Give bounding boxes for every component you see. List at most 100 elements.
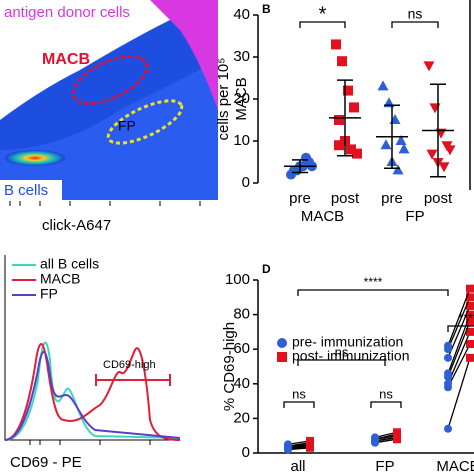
y-tick-label: 40 [233,6,250,23]
y-axis-label-line: MACB [233,77,250,120]
legend-label: pre- immunization [292,334,403,350]
sig-bracket [297,289,449,296]
point [352,148,362,159]
sd-whisker [292,159,308,174]
pair-line [447,343,471,388]
point [284,445,292,454]
sig-label: ns [292,386,306,401]
panel-label: B [262,2,271,16]
gate-bracket [95,374,171,386]
sig-label: **** [459,311,474,325]
sig-bracket [447,325,474,332]
pair-line [447,321,471,378]
point [334,115,344,125]
sig-bracket [299,21,346,28]
point [331,39,341,50]
point [343,85,353,96]
donor-cells [150,0,218,110]
scatter-label: B cells [4,182,48,199]
y-axis-label: % CD69-high [221,322,238,411]
point [466,353,474,362]
point [380,139,392,150]
sig-label: ns [379,386,393,401]
axis [4,255,180,441]
y-tick-label: 0 [242,174,250,191]
scatter-label: MACB [42,51,90,68]
point [392,164,404,175]
sd-whisker [430,83,446,178]
x-tick-label: pre [381,190,403,207]
point [426,149,438,160]
y-tick-label: 30 [233,48,250,65]
scatter-cloud-dense [0,60,218,200]
x-axis-label: click-A647 [42,217,111,234]
sd-whisker [384,104,400,170]
group-label: FP [405,208,424,225]
sig-bracket [391,21,439,28]
b-cell-core [5,150,65,166]
point [429,103,441,114]
sig-label: ns [408,6,423,22]
pair-line [447,314,471,374]
y-tick-label: 20 [233,90,250,107]
group-label: MACB [301,208,344,225]
point [389,114,401,124]
point [466,327,474,336]
y-tick-label: 100 [225,271,250,288]
x-tick-label: MACB [436,458,474,474]
point [306,442,314,451]
point [466,340,474,349]
x-tick-label: FP [375,458,394,474]
y-axis-label-line: cells per 10⁵ [215,58,232,141]
y-tick-label: 10 [233,132,250,149]
sig-bracket [370,401,402,408]
point [466,310,474,319]
legend-swatch [277,352,287,362]
label-bg [0,180,62,200]
x-tick-label: post [331,190,360,207]
x-tick-label: post [424,190,453,207]
point [444,341,452,350]
sd-whisker [337,79,353,157]
hist-curve [4,350,181,441]
sig-label: ns [335,344,349,359]
point [444,145,456,156]
point [395,135,407,145]
point [438,162,450,173]
point [393,431,401,440]
point [334,140,344,151]
legend-label: FP [40,286,58,302]
scatter-label: FP [118,118,136,134]
label-bg [0,0,150,24]
point [337,56,347,67]
point [444,379,452,388]
legend-label: MACB [40,271,80,287]
gate-label: CD69-high [103,359,156,371]
point [371,435,379,444]
y-axis-label: cells per 10⁵MACB [215,58,250,141]
legend-label: all B cells [40,256,99,272]
pair-line [447,331,471,385]
point [301,152,311,163]
point [377,80,389,91]
scatter-label: antigen donor cells [4,4,130,21]
sig-bracket [283,401,315,408]
y-tick-label: 60 [233,340,250,357]
sig-bracket [297,359,386,366]
point [466,301,474,310]
point [466,293,474,302]
point [423,61,435,72]
y-tick-label: 40 [233,375,250,392]
point [398,143,410,154]
pair-line [447,297,471,350]
axis-ticks [9,201,201,206]
point [444,353,452,362]
y-tick-label: 20 [233,409,250,426]
legend-swatch [277,338,287,348]
y-tick-label: 0 [242,444,250,461]
point [466,317,474,326]
x-tick-label: pre [289,190,311,207]
legend-label: post- immunization [292,348,410,364]
pair-line [447,288,471,346]
